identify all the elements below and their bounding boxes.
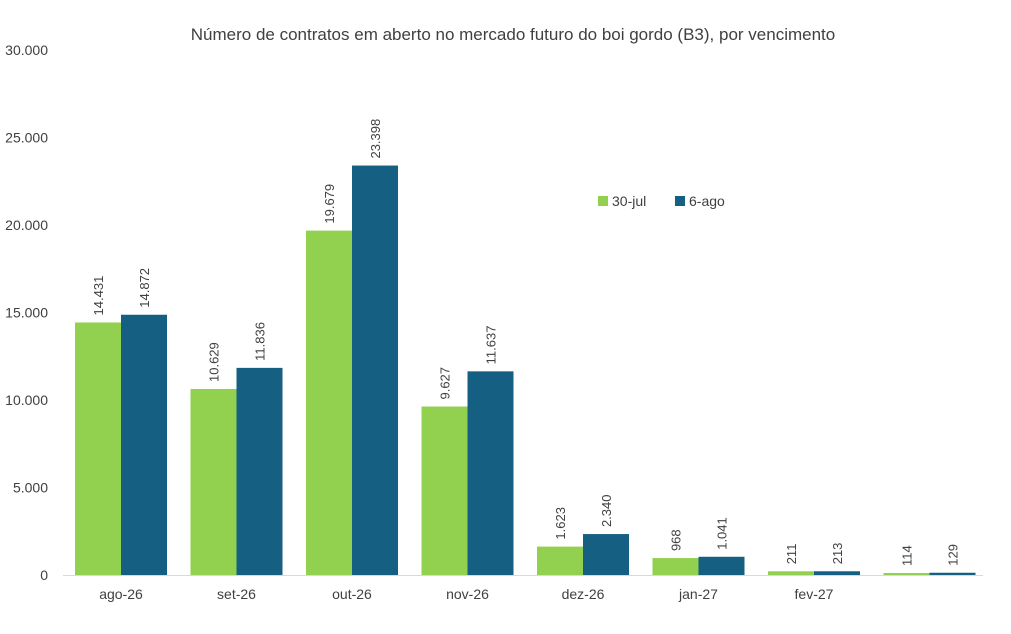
y-tick-label: 10.000 — [5, 392, 48, 408]
y-tick-label: 20.000 — [5, 217, 48, 233]
bar-30-jul-ago-26 — [75, 322, 121, 575]
chart-title: Número de contratos em aberto no mercado… — [191, 25, 835, 44]
data-label: 2.340 — [599, 495, 614, 528]
bars: 14.431 14.872 10.629 11.836 19.679 23.398 9.62… — [75, 119, 976, 575]
bar-6-ago-out-26 — [352, 165, 398, 575]
data-label: 11.637 — [484, 326, 499, 365]
data-label: 1.041 — [715, 517, 730, 550]
x-tick-label: fev-27 — [795, 586, 834, 602]
bar-6-ago-set-26 — [236, 367, 283, 575]
legend-swatch-6-ago — [675, 196, 685, 206]
data-label: 11.836 — [253, 322, 268, 361]
bar-30-jul-dez-26 — [537, 546, 583, 575]
data-label: 9.627 — [438, 367, 453, 400]
data-label: 968 — [669, 529, 684, 551]
y-axis: 0 5.000 10.000 15.000 20.000 25.000 30.000 — [5, 42, 48, 583]
data-label: 14.872 — [137, 268, 152, 308]
data-label: 14.431 — [91, 276, 106, 316]
bar-30-jul-fev-27 — [768, 571, 814, 575]
bar-6-ago-nov-26 — [467, 371, 514, 575]
y-tick-label: 25.000 — [5, 130, 48, 146]
bar-6-ago-jan-27 — [698, 556, 745, 575]
bar-30-jul-jan-27 — [652, 558, 699, 575]
bar-30-jul-out-26 — [306, 230, 352, 575]
legend-label: 6-ago — [689, 193, 725, 209]
data-label: 129 — [946, 544, 961, 566]
bar-6-ago-fev-27 — [814, 571, 860, 575]
bar-6-ago-ago-26 — [121, 314, 167, 575]
x-tick-label: ago-26 — [99, 586, 143, 602]
legend: 30-jul 6-ago — [598, 193, 725, 209]
y-tick-label: 0 — [40, 567, 48, 583]
x-tick-label: nov-26 — [446, 586, 489, 602]
x-tick-label: set-26 — [217, 586, 256, 602]
y-tick-label: 15.000 — [5, 305, 48, 321]
bar-30-jul-set-26 — [190, 388, 237, 575]
data-label: 23.398 — [368, 119, 383, 159]
bar-6-ago-category-8 — [929, 572, 976, 575]
x-axis: ago-26 set-26 out-26 nov-26 dez-26 jan-27 fev-… — [63, 575, 983, 602]
data-label: 213 — [830, 543, 845, 565]
x-tick-label: jan-27 — [678, 586, 718, 602]
x-tick-label: out-26 — [332, 586, 372, 602]
data-label: 1.623 — [553, 507, 568, 540]
legend-swatch-30-jul — [598, 196, 608, 206]
data-label: 10.629 — [207, 342, 222, 382]
data-label: 211 — [784, 544, 799, 565]
legend-label: 30-jul — [612, 193, 646, 209]
y-tick-label: 5.000 — [13, 480, 48, 496]
x-tick-label: dez-26 — [562, 586, 605, 602]
data-label: 114 — [900, 545, 915, 566]
y-tick-label: 30.000 — [5, 42, 48, 58]
bar-30-jul-nov-26 — [421, 406, 468, 575]
bar-30-jul-category-8 — [883, 573, 930, 575]
bar-6-ago-dez-26 — [583, 534, 629, 575]
data-label: 19.679 — [322, 184, 337, 224]
